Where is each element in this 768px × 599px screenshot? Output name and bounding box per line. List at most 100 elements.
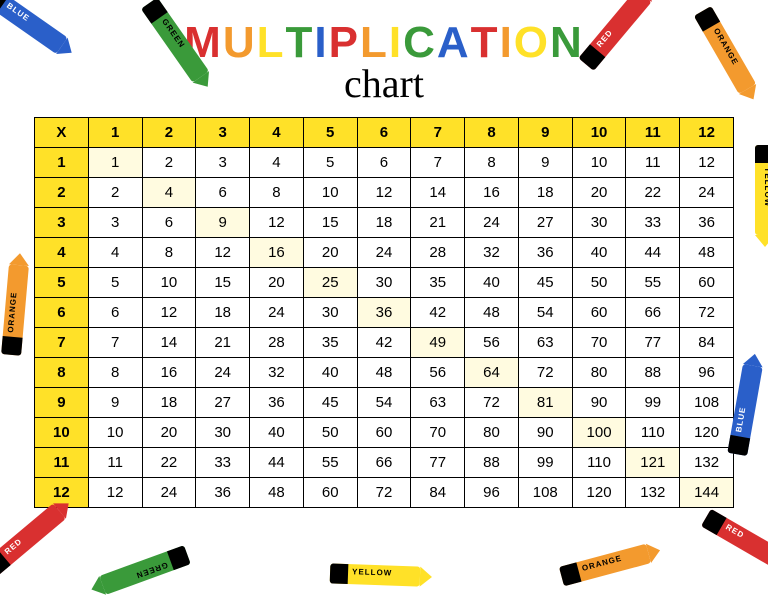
table-cell: 108 (680, 388, 734, 418)
table-cell: 64 (465, 358, 519, 388)
table-cell: 72 (680, 298, 734, 328)
row-header: 9 (35, 388, 89, 418)
table-cell: 11 (626, 148, 680, 178)
table-cell: 27 (518, 208, 572, 238)
table-cell: 60 (680, 268, 734, 298)
crayon-label: RED (724, 522, 746, 540)
table-cell: 30 (572, 208, 626, 238)
row-header: 5 (35, 268, 89, 298)
title-letter: L (257, 18, 286, 68)
col-header: 2 (142, 118, 196, 148)
crayon-label: YELLOW (763, 167, 768, 207)
col-header: 6 (357, 118, 411, 148)
table-cell: 10 (303, 178, 357, 208)
row-header: 6 (35, 298, 89, 328)
table-cell: 90 (572, 388, 626, 418)
table-cell: 12 (357, 178, 411, 208)
table-cell: 21 (196, 328, 250, 358)
crayon-label: RED (3, 537, 24, 557)
table-cell: 10 (572, 148, 626, 178)
table-cell: 32 (465, 238, 519, 268)
table-cell: 15 (303, 208, 357, 238)
table-cell: 10 (142, 268, 196, 298)
table-cell: 3 (196, 148, 250, 178)
crayon-icon: YELLOW (330, 563, 421, 586)
table-cell: 12 (196, 238, 250, 268)
table-cell: 72 (518, 358, 572, 388)
table-cell: 24 (142, 478, 196, 508)
table-cell: 40 (250, 418, 304, 448)
title-letter: U (223, 18, 257, 68)
col-header: 11 (626, 118, 680, 148)
table-cell: 100 (572, 418, 626, 448)
table-cell: 3 (88, 208, 142, 238)
table-cell: 28 (250, 328, 304, 358)
table-cell: 33 (196, 448, 250, 478)
row-header: 1 (35, 148, 89, 178)
table-cell: 2 (88, 178, 142, 208)
table-cell: 44 (626, 238, 680, 268)
table-cell: 5 (88, 268, 142, 298)
table-cell: 11 (88, 448, 142, 478)
table-cell: 15 (196, 268, 250, 298)
table-cell: 36 (250, 388, 304, 418)
table-cell: 48 (465, 298, 519, 328)
table-cell: 66 (357, 448, 411, 478)
table-cell: 36 (518, 238, 572, 268)
table-cell: 72 (357, 478, 411, 508)
row-header: 3 (35, 208, 89, 238)
table-cell: 60 (572, 298, 626, 328)
col-header: 10 (572, 118, 626, 148)
col-header: 7 (411, 118, 465, 148)
table-cell: 54 (357, 388, 411, 418)
title-area: MULTIPLICATION chart (0, 0, 768, 107)
title-letter: N (550, 18, 584, 68)
table-cell: 14 (411, 178, 465, 208)
title-letter: O (514, 18, 550, 68)
crayon-icon: ORANGE (1, 264, 29, 355)
table-cell: 77 (411, 448, 465, 478)
table-cell: 56 (465, 328, 519, 358)
table-cell: 70 (572, 328, 626, 358)
table-cell: 8 (142, 238, 196, 268)
crayon-icon: RED (0, 503, 66, 576)
table-cell: 18 (518, 178, 572, 208)
table-cell: 132 (680, 448, 734, 478)
col-header: 5 (303, 118, 357, 148)
table-cell: 144 (680, 478, 734, 508)
table-cell: 99 (518, 448, 572, 478)
table-cell: 48 (250, 478, 304, 508)
table-cell: 12 (250, 208, 304, 238)
table-cell: 20 (572, 178, 626, 208)
col-header: 12 (680, 118, 734, 148)
table-cell: 49 (411, 328, 465, 358)
crayon-label: ORANGE (6, 291, 19, 333)
table-cell: 5 (303, 148, 357, 178)
table-cell: 6 (88, 298, 142, 328)
multiplication-table: X123456789101112112345678910111222468101… (34, 117, 734, 508)
crayon-label: BLUE (734, 406, 747, 433)
table-cell: 66 (626, 298, 680, 328)
table-cell: 88 (626, 358, 680, 388)
row-header: 7 (35, 328, 89, 358)
table-cell: 10 (88, 418, 142, 448)
table-cell: 2 (142, 148, 196, 178)
title-letter: T (471, 18, 500, 68)
table-cell: 22 (142, 448, 196, 478)
table-cell: 18 (196, 298, 250, 328)
table-cell: 72 (465, 388, 519, 418)
col-header: 3 (196, 118, 250, 148)
table-cell: 90 (518, 418, 572, 448)
row-header: 8 (35, 358, 89, 388)
col-header: 4 (250, 118, 304, 148)
table-cell: 9 (518, 148, 572, 178)
table-cell: 4 (250, 148, 304, 178)
table-cell: 40 (572, 238, 626, 268)
table-cell: 45 (303, 388, 357, 418)
col-header: 9 (518, 118, 572, 148)
table-cell: 88 (465, 448, 519, 478)
table-cell: 70 (411, 418, 465, 448)
table-cell: 84 (680, 328, 734, 358)
table-cell: 14 (142, 328, 196, 358)
table-cell: 8 (250, 178, 304, 208)
